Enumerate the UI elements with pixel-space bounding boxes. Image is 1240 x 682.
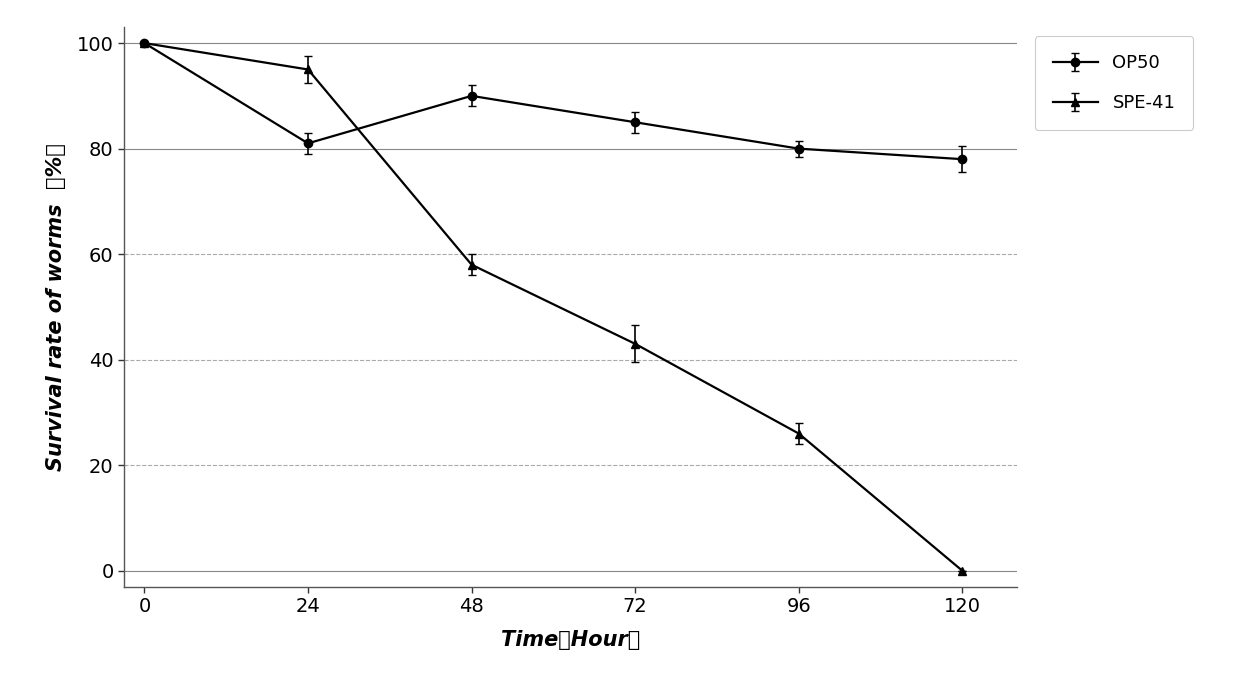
Legend: OP50, SPE-41: OP50, SPE-41 <box>1034 36 1193 130</box>
Y-axis label: Survival rate of worms  （%）: Survival rate of worms （%） <box>46 143 66 471</box>
X-axis label: Time（Hour）: Time（Hour） <box>501 629 640 650</box>
